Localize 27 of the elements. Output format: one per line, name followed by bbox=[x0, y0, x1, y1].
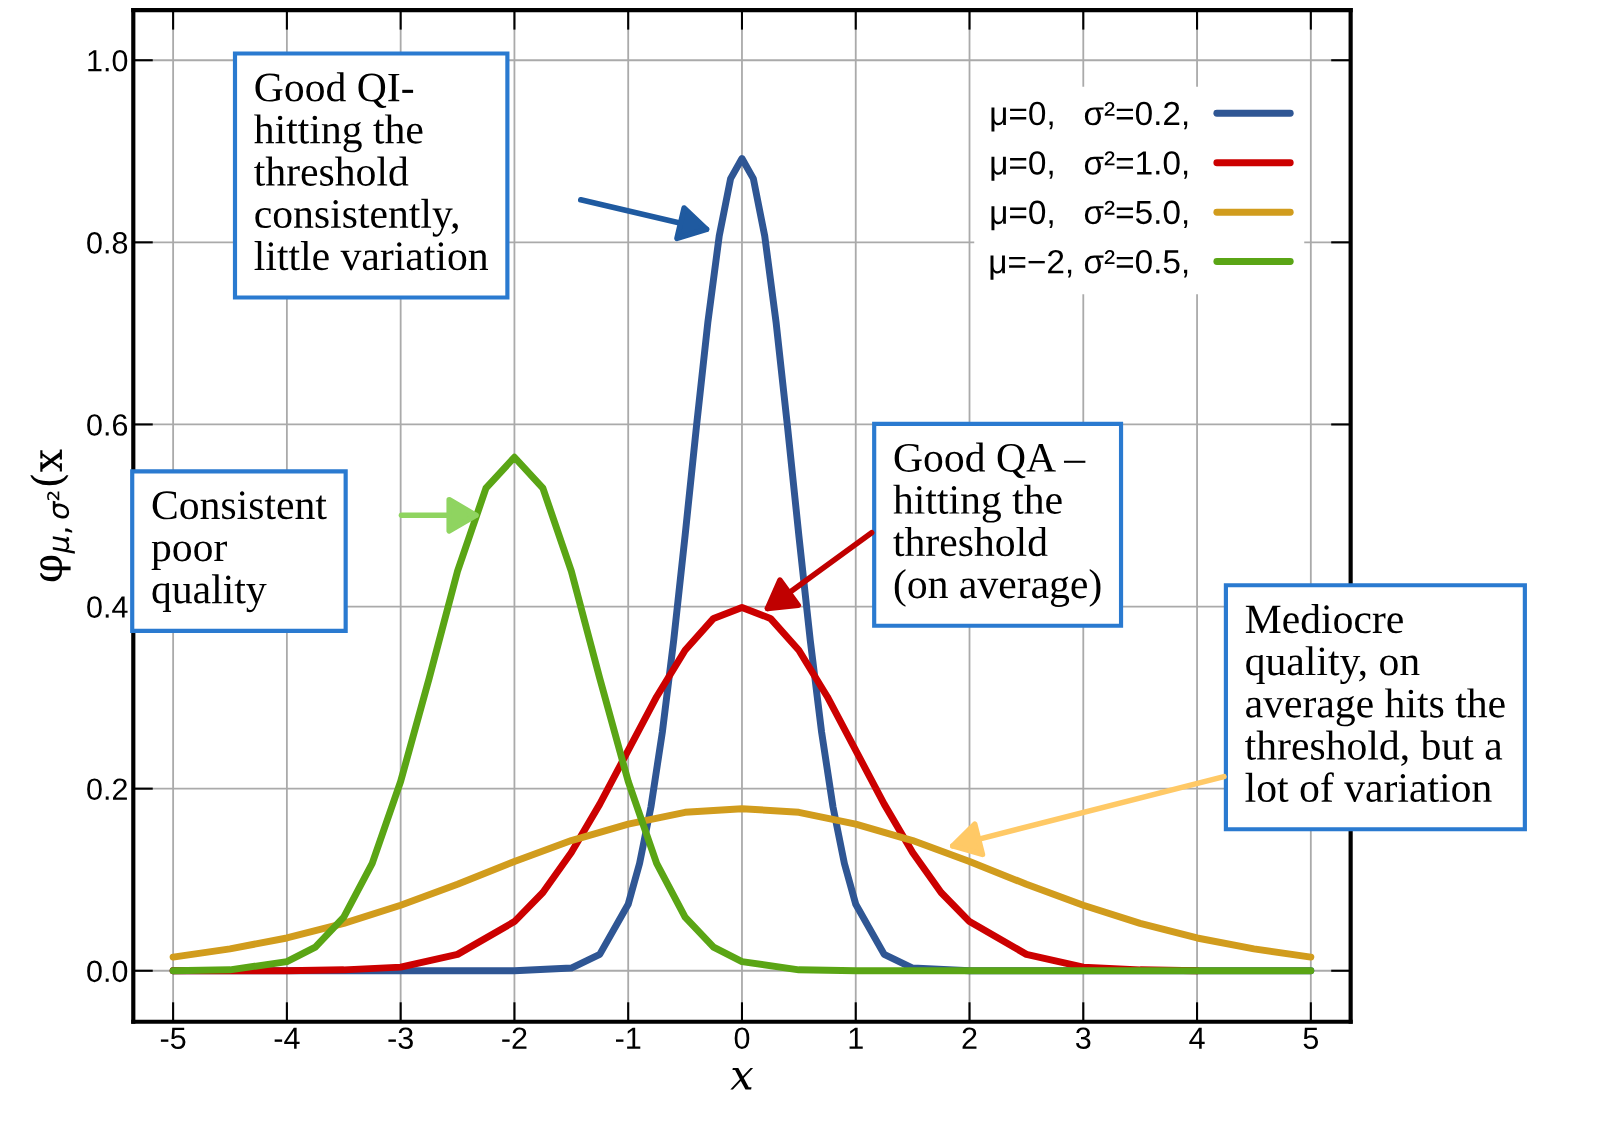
y-tick-label: 0.4 bbox=[87, 596, 128, 618]
annotation: Mediocre quality, on average hits the threshold, but a lot of variation bbox=[1245, 604, 1505, 803]
x-tick-label: -4 bbox=[274, 1027, 300, 1049]
x-tick-label: 3 bbox=[1075, 1027, 1091, 1050]
x-tick-label: -2 bbox=[502, 1027, 527, 1049]
annotation: Good QA – hitting the threshold (on average) bbox=[893, 442, 1101, 607]
y-axis-title: φ$_{μ,σ²}$(x bbox=[30, 449, 75, 582]
x-tick-label: -1 bbox=[615, 1027, 641, 1049]
x-tick-label: -3 bbox=[388, 1027, 413, 1050]
y-tick-label: 0.2 bbox=[87, 778, 127, 801]
legend-label: μ=−2, σ²=0.5, bbox=[990, 249, 1188, 280]
x-tick-label: 0 bbox=[734, 1027, 750, 1050]
x-tick-label: 5 bbox=[1303, 1027, 1319, 1050]
y-tick-label: 1.0 bbox=[88, 49, 128, 72]
legend-label: μ=0, σ²=1.0, bbox=[991, 151, 1188, 181]
x-tick-label: -5 bbox=[160, 1027, 186, 1050]
x-axis-title: x bbox=[730, 1067, 754, 1090]
x-tick-label: 4 bbox=[1189, 1027, 1205, 1049]
y-tick-label: 0.6 bbox=[87, 414, 128, 436]
y-tick-label: 0.0 bbox=[87, 960, 128, 983]
x-tick-label: 2 bbox=[962, 1027, 977, 1049]
annotation: Good QI- hitting the threshold consistently, little variation bbox=[254, 72, 488, 271]
legend-label: μ=0, σ²=5.0, bbox=[991, 200, 1188, 231]
y-tick-label: 0.8 bbox=[87, 232, 128, 254]
legend-label: μ=0, σ²=0.2, bbox=[991, 101, 1188, 132]
x-tick-label: 1 bbox=[849, 1027, 863, 1049]
annotation: Consistent poor quality bbox=[151, 491, 327, 613]
